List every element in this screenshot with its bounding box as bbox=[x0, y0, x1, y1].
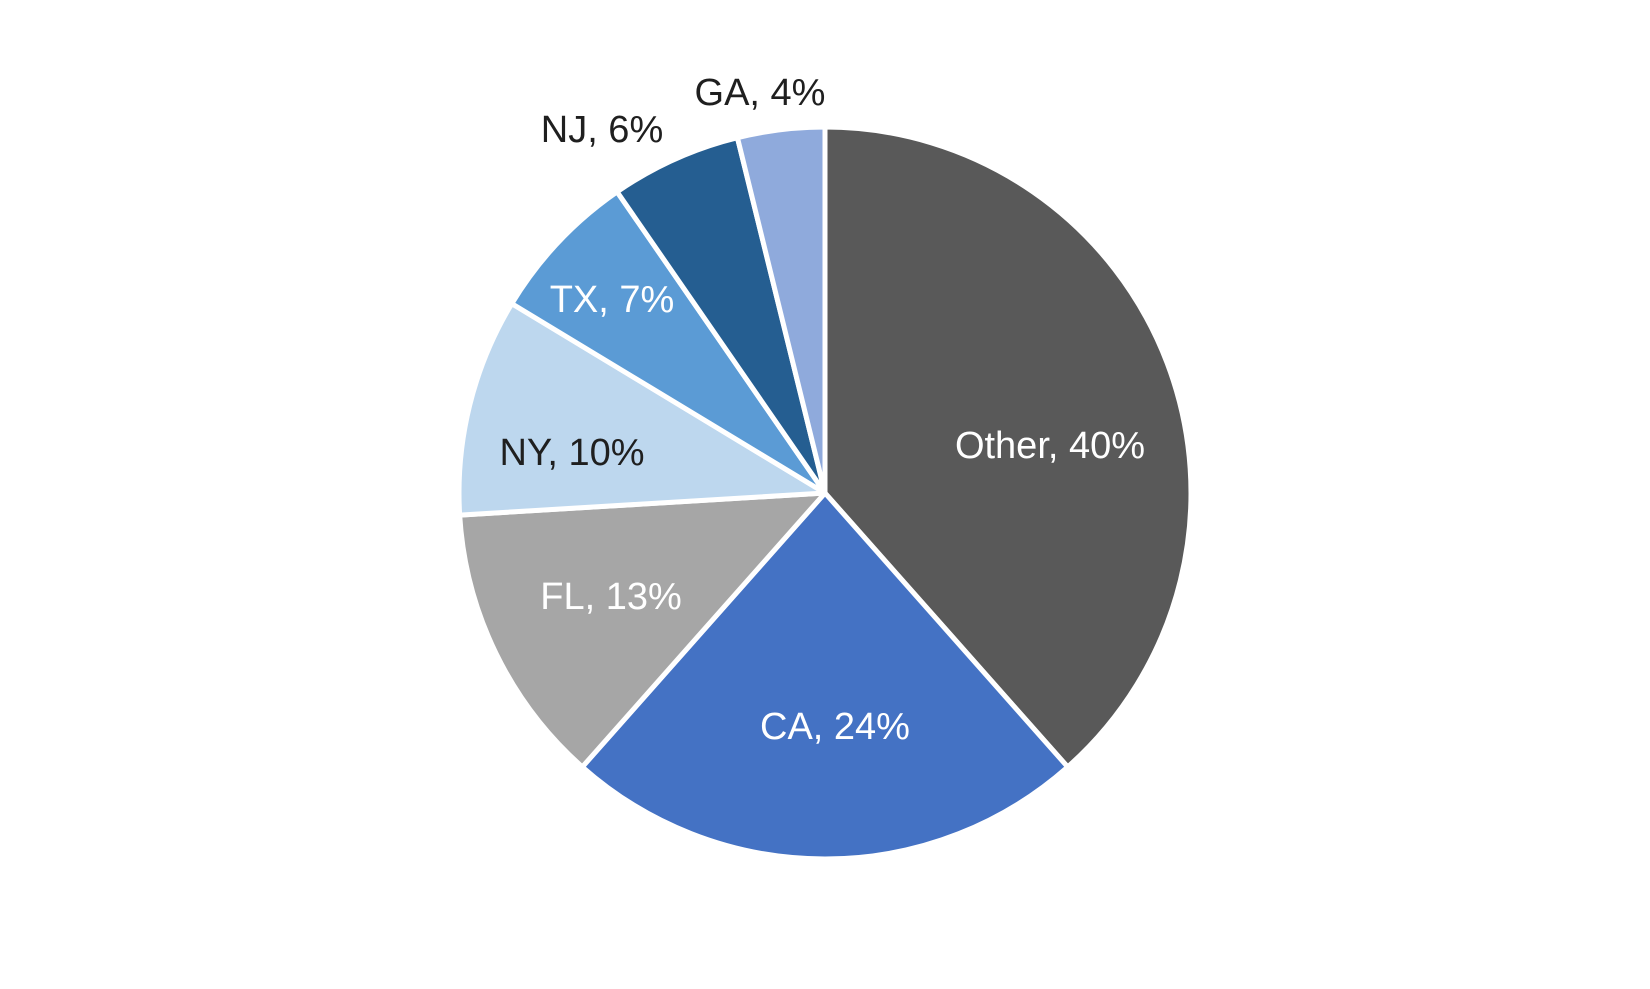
pie-slice-fl[interactable] bbox=[457, 490, 828, 770]
pie-slice-tx[interactable] bbox=[509, 189, 828, 496]
pie-slice-nj[interactable] bbox=[614, 135, 828, 496]
pie-slice-other[interactable] bbox=[822, 124, 1194, 770]
pie-slice-ga[interactable] bbox=[734, 124, 828, 496]
pie-slices-group bbox=[456, 124, 1194, 862]
data-label-fl: FL, 13% bbox=[540, 576, 682, 618]
pie-labels-group: Other, 40% CA, 24% FL, 13% NY, 10% TX, 7% NJ,… bbox=[499, 72, 1145, 748]
data-label-ny: NY, 10% bbox=[499, 432, 644, 474]
data-label-other: Other, 40% bbox=[955, 425, 1145, 467]
data-label-nj: NJ, 6% bbox=[541, 109, 663, 151]
pie-slice-ny[interactable] bbox=[456, 301, 828, 518]
data-label-tx: TX, 7% bbox=[550, 279, 675, 321]
data-label-ga: GA, 4% bbox=[695, 72, 826, 114]
pie-slice-ca[interactable] bbox=[579, 490, 1071, 862]
data-label-ca: CA, 24% bbox=[760, 706, 910, 748]
